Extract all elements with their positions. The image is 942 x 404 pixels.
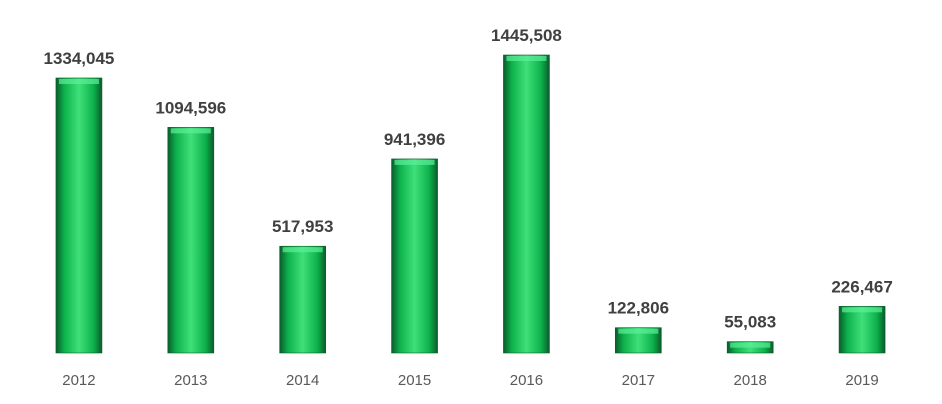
value-label: 1094,596	[155, 98, 226, 117]
bar-bevel	[730, 342, 771, 348]
value-label: 226,467	[831, 277, 892, 296]
x-tick-label: 2019	[845, 372, 878, 389]
bar	[503, 54, 550, 354]
bar	[279, 245, 326, 354]
bar	[391, 158, 438, 354]
x-tick-label: 2017	[622, 372, 655, 389]
bar	[55, 77, 103, 354]
value-label: 55,083	[724, 313, 776, 332]
value-label: 122,806	[608, 299, 669, 318]
bar-bevel	[282, 247, 323, 253]
value-label: 1334,045	[43, 49, 114, 68]
x-tick-label: 2012	[62, 372, 95, 389]
value-label: 1445,508	[491, 26, 562, 45]
x-tick-label: 2016	[510, 372, 543, 389]
value-label: 941,396	[384, 130, 445, 149]
bar-bevel	[506, 56, 547, 61]
bar-bevel	[394, 159, 435, 165]
bar-bevel	[618, 328, 659, 334]
x-tick-label: 2015	[398, 372, 431, 389]
bar-bevel	[58, 78, 99, 84]
bar-bevel	[170, 128, 211, 134]
x-tick-label: 2013	[174, 372, 207, 389]
x-tick-label: 2014	[286, 372, 319, 389]
bar	[167, 127, 215, 354]
value-label: 517,953	[272, 217, 333, 236]
bar	[838, 306, 886, 354]
bar-bevel	[842, 307, 883, 313]
x-tick-label: 2018	[734, 372, 767, 389]
